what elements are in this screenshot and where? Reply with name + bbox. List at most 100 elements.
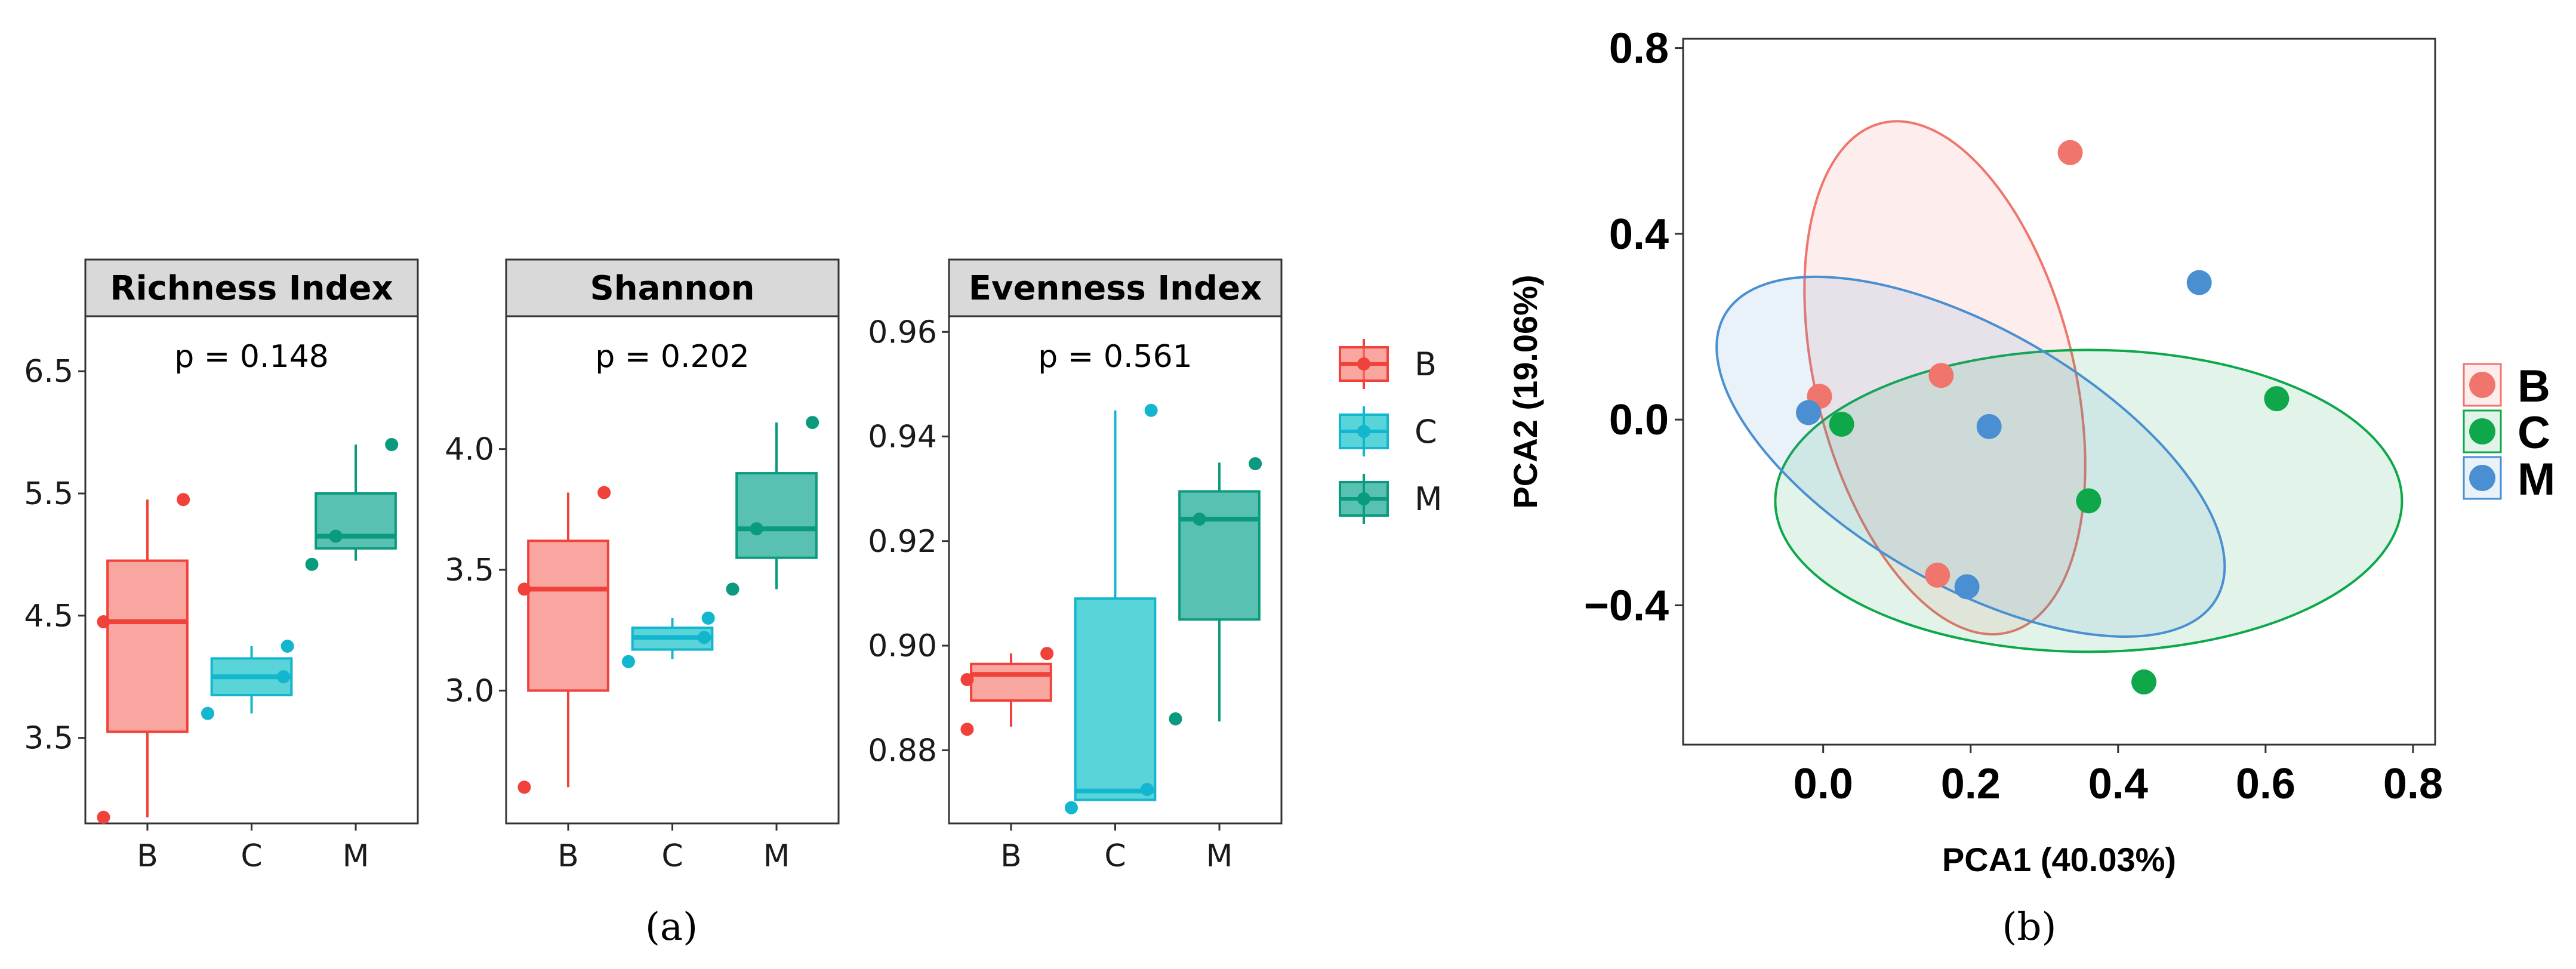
box-M: [1178, 490, 1261, 621]
data-point: [1064, 801, 1078, 814]
pca-point-B: [1928, 363, 1954, 388]
pca-y-axis-label: PCA2 (19.06%): [1506, 274, 1544, 508]
pca-x-tick-label: 0.2: [1941, 760, 2001, 808]
y-tick-label: 0.90: [868, 628, 937, 664]
x-tick-label: C: [661, 838, 683, 874]
pca-point-C: [2076, 488, 2102, 514]
legend-point: [1357, 492, 1370, 505]
data-point: [1169, 712, 1182, 726]
pca-x-axis-label: PCA1 (40.03%): [1942, 841, 2176, 878]
y-tick-label: 4.0: [445, 432, 494, 468]
x-tick-label: M: [1206, 838, 1233, 874]
data-point: [517, 780, 531, 794]
x-tick-label: B: [557, 838, 579, 874]
legend-point: [1357, 425, 1370, 438]
pca-point-M: [1796, 400, 1821, 425]
y-tick-label: 0.96: [868, 314, 937, 350]
richness-index-panel: Richness Index p = 0.148 3.5 4.5 5.5 6.5 B C M: [24, 258, 419, 874]
pca-x-tick-label: 0.4: [2088, 760, 2148, 808]
data-point: [597, 486, 611, 499]
mean-point: [329, 529, 343, 543]
strip-header: [505, 258, 840, 317]
box-C: [1074, 597, 1157, 801]
pca-legend: BCM: [2463, 361, 2555, 505]
shannon-panel: Shannon p = 0.202 3.0 3.5 4.0 B C M: [445, 258, 840, 874]
mean-point: [276, 670, 290, 684]
x-tick-label: M: [763, 838, 790, 874]
box-M: [315, 492, 397, 550]
box-B: [970, 662, 1052, 702]
pca-y-tick-label: −0.4: [1584, 582, 1669, 630]
y-tick-label: 6.5: [24, 354, 73, 390]
caption-a: (a): [645, 905, 698, 949]
x-tick-label: C: [241, 838, 262, 874]
x-tick-label: B: [1000, 838, 1022, 874]
y-tick-label: 0.94: [868, 419, 937, 455]
pca-point-B: [2057, 140, 2083, 165]
x-tick-label: M: [343, 838, 369, 874]
data-point: [177, 493, 190, 507]
pca-x-tick-label: 0.6: [2236, 760, 2295, 808]
pca-point-M: [1976, 413, 2002, 439]
y-tick-label: 0.92: [868, 524, 937, 560]
box-B: [527, 539, 609, 692]
pca-legend-label-C: C: [2518, 408, 2550, 458]
pca-point-M: [1954, 574, 1980, 600]
y-tick-label: 3.5: [445, 553, 494, 588]
p-value-label: p = 0.561: [1038, 339, 1193, 375]
strip-header: [948, 258, 1283, 317]
data-point: [726, 582, 739, 596]
pca-point-C: [1829, 411, 1854, 437]
panel-title: Shannon: [590, 269, 754, 308]
pca-point-M: [2186, 270, 2212, 295]
caption-b: (b): [2002, 905, 2057, 949]
pca-legend-label-B: B: [2518, 361, 2550, 412]
y-tick-label: 3.5: [24, 721, 73, 757]
data-point: [621, 655, 635, 668]
box-M: [735, 472, 818, 559]
strip-header: [84, 258, 419, 317]
pca-legend-label-M: M: [2518, 454, 2555, 505]
evenness-index-panel: Evenness Index p = 0.561 0.88 0.90 0.92 0.94 0…: [868, 258, 1283, 874]
pca-x-tick-label: 0.0: [1794, 760, 1853, 808]
mean-point: [697, 631, 711, 644]
y-tick-label: 0.88: [868, 733, 937, 769]
mean-point: [517, 582, 531, 596]
pca-legend-point: [2469, 465, 2495, 491]
box-B: [106, 559, 189, 733]
pca-y-tick-label: 0.4: [1609, 211, 1669, 258]
data-point: [1144, 403, 1158, 417]
pca-x-tick-label: 0.8: [2383, 760, 2443, 808]
data-point: [806, 416, 819, 430]
mean-point: [750, 522, 763, 536]
data-point: [1040, 647, 1054, 661]
p-value-label: p = 0.148: [174, 339, 329, 375]
data-point: [701, 611, 715, 625]
panel-title: Richness Index: [110, 269, 393, 308]
data-point: [305, 557, 319, 571]
legend-label-M: M: [1415, 480, 1443, 518]
mean-point: [960, 673, 974, 687]
legend-label-C: C: [1415, 413, 1437, 450]
pca-y-tick-label: 0.0: [1609, 396, 1669, 444]
legend-label-B: B: [1415, 345, 1437, 383]
legend-point: [1357, 357, 1370, 371]
mean-point: [97, 615, 110, 629]
data-point: [960, 723, 974, 736]
mean-point: [1140, 783, 1154, 797]
pca-panel: 0.0 0.2 0.4 0.6 0.8 −0.4 0.0 0.4 0.8 PCA1 (40.03%…: [1506, 25, 2443, 878]
data-point: [281, 640, 294, 653]
data-point: [97, 810, 110, 824]
data-point: [385, 438, 399, 452]
panel-title: Evenness Index: [969, 269, 1262, 308]
data-point: [201, 706, 214, 720]
pca-point-C: [2131, 669, 2157, 695]
pca-legend-point: [2469, 372, 2495, 398]
p-value-label: p = 0.202: [595, 339, 750, 375]
pca-point-C: [2264, 386, 2290, 412]
confidence-ellipse-M: [1715, 275, 2226, 638]
x-tick-label: B: [137, 838, 158, 874]
mean-point: [1193, 513, 1206, 526]
data-point: [1249, 457, 1262, 471]
